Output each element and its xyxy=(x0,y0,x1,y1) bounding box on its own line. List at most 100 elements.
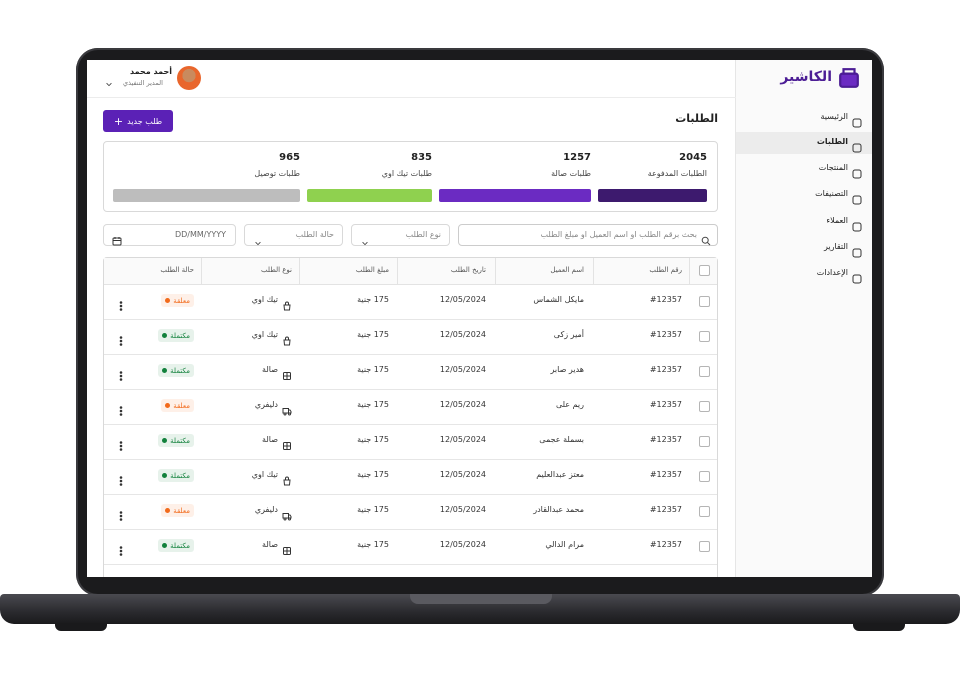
row-actions[interactable] xyxy=(116,436,126,451)
nav-active-bg xyxy=(736,132,872,154)
status-text: مكتملة xyxy=(170,541,190,550)
status-badge: معلقة xyxy=(161,294,194,307)
avatar xyxy=(177,66,201,90)
row-actions[interactable] xyxy=(116,541,126,556)
cell: #12357 xyxy=(649,435,682,444)
row-checkbox[interactable] xyxy=(699,436,710,447)
stat-bar xyxy=(113,189,300,202)
order-type-icon xyxy=(282,366,292,380)
status-dot xyxy=(162,438,168,443)
order-type: تيك اوي xyxy=(251,295,278,304)
user-menu-chevron[interactable] xyxy=(105,73,113,87)
icon-svg xyxy=(106,82,112,87)
status-text: معلقة xyxy=(173,506,190,515)
nav-icon xyxy=(852,138,862,153)
row-checkbox[interactable] xyxy=(699,296,710,307)
nav-item[interactable]: العملاء xyxy=(826,216,848,225)
cell: معتز عبدالعليم xyxy=(536,470,584,479)
table-row[interactable] xyxy=(104,389,717,425)
status-text: معلقة xyxy=(173,296,190,305)
cell: 175 جنية xyxy=(357,540,389,549)
cell: مرام الدالي xyxy=(545,540,584,549)
nav-item[interactable]: المنتجات xyxy=(818,163,848,172)
date-input[interactable]: DD/MM/YYYY xyxy=(103,224,236,246)
nav-item[interactable]: الإعدادات xyxy=(816,268,848,277)
cell: #12357 xyxy=(649,540,682,549)
row-actions[interactable] xyxy=(116,331,126,346)
row-checkbox[interactable] xyxy=(699,506,710,517)
table-row[interactable] xyxy=(104,494,717,530)
stat-label: طلبات صالة xyxy=(551,169,591,178)
row-checkbox[interactable] xyxy=(699,401,710,412)
column-header: رقم الطلب xyxy=(649,266,682,274)
icon-svg xyxy=(839,68,859,88)
icon-svg xyxy=(852,222,862,232)
nav-item[interactable]: التصنيفات xyxy=(815,189,848,198)
icon-svg xyxy=(282,513,292,521)
order-status-select[interactable]: حالة الطلب xyxy=(244,224,343,246)
row-checkbox[interactable] xyxy=(699,471,710,482)
cell: 175 جنية xyxy=(357,295,389,304)
icon-svg xyxy=(852,143,862,153)
icon-svg xyxy=(701,236,711,246)
icon-svg xyxy=(119,406,123,416)
column-header: مبلغ الطلب xyxy=(355,266,389,274)
icon-svg xyxy=(283,442,291,450)
stat-value: 965 xyxy=(279,152,300,163)
column-header: نوع الطلب xyxy=(261,266,292,274)
table-row[interactable] xyxy=(104,424,717,460)
icon-svg xyxy=(119,371,123,381)
row-checkbox[interactable] xyxy=(699,366,710,377)
nav-icon xyxy=(852,190,862,205)
user-role: المدير التنفيذي xyxy=(123,79,163,87)
header-divider xyxy=(689,258,690,284)
table-row[interactable] xyxy=(104,319,717,355)
icon-svg xyxy=(852,118,862,128)
row-actions[interactable] xyxy=(116,296,126,311)
table-row[interactable] xyxy=(104,529,717,565)
select-all-checkbox[interactable] xyxy=(699,265,710,276)
search-input[interactable]: بحث برقم الطلب او اسم العميل او مبلغ الط… xyxy=(458,224,718,246)
icon-svg xyxy=(119,476,123,486)
status-text: معلقة xyxy=(173,401,190,410)
row-actions[interactable] xyxy=(116,471,126,486)
row-checkbox[interactable] xyxy=(699,331,710,342)
order-type-icon xyxy=(282,331,292,346)
nav-item[interactable]: الرئيسية xyxy=(820,112,848,121)
cell: #12357 xyxy=(649,470,682,479)
cell: هدير صابر xyxy=(550,365,584,374)
status-dot xyxy=(162,368,168,373)
row-actions[interactable] xyxy=(116,506,126,521)
icon-svg xyxy=(119,441,123,451)
icon-svg xyxy=(112,237,122,246)
status-text: مكتملة xyxy=(170,471,190,480)
row-actions[interactable] xyxy=(116,401,126,416)
table-row[interactable] xyxy=(104,354,717,390)
icon-svg xyxy=(852,274,862,284)
order-type-select[interactable]: نوع الطلب xyxy=(351,224,450,246)
new-order-button[interactable]: طلب جديد + xyxy=(103,110,173,132)
table-header-bg xyxy=(104,258,717,285)
button-plus: + xyxy=(113,114,124,128)
cell: بسملة عجمى xyxy=(539,435,584,444)
header-divider xyxy=(397,258,398,284)
table-row[interactable] xyxy=(104,459,717,495)
icon-svg xyxy=(852,248,862,258)
status-dot xyxy=(162,543,168,548)
cell: ريم على xyxy=(555,400,584,409)
stat-label: الطلبات المدفوعة xyxy=(647,169,707,178)
laptop-notch xyxy=(410,594,552,604)
order-type: صالة xyxy=(262,435,278,444)
select-chevron xyxy=(254,232,262,246)
icon-svg xyxy=(119,511,123,521)
order-type: تيك اوي xyxy=(251,330,278,339)
order-type-icon xyxy=(282,296,292,311)
select-chevron xyxy=(361,232,369,246)
icon-svg xyxy=(119,336,123,346)
brand-logo xyxy=(838,67,860,89)
nav-item[interactable]: الطلبات xyxy=(816,137,848,146)
row-checkbox[interactable] xyxy=(699,541,710,552)
nav-item[interactable]: التقارير xyxy=(823,242,848,251)
table-row[interactable] xyxy=(104,284,717,320)
row-actions[interactable] xyxy=(116,366,126,381)
